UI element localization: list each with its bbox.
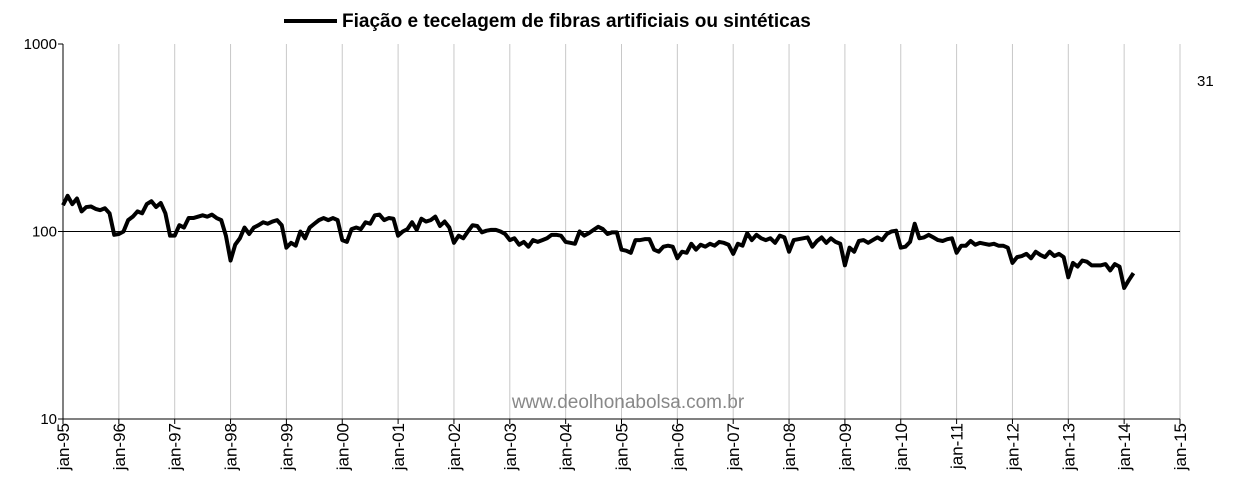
x-tick-label: jan-08: [780, 423, 799, 471]
series-line: [61, 193, 1136, 290]
x-tick-label: jan-06: [668, 423, 687, 471]
y-tick-label: 1000: [24, 36, 57, 53]
watermark: www.deolhonabolsa.com.br: [511, 392, 745, 413]
x-tick-label: jan-12: [1003, 423, 1022, 471]
y-tick-label: 10: [40, 411, 57, 428]
x-tick-label: jan-13: [1059, 423, 1078, 471]
x-tick-label: jan-99: [277, 423, 296, 471]
x-tick-label: jan-10: [892, 423, 911, 471]
x-tick-label: jan-01: [389, 423, 408, 471]
x-tick-label: jan-11: [948, 423, 967, 470]
x-tick-label: jan-15: [1171, 423, 1190, 471]
x-tick-label: jan-00: [333, 423, 352, 471]
legend-label: Fiação e tecelagem de fibras artificiais…: [342, 11, 811, 32]
x-tick-label: jan-97: [166, 423, 185, 471]
x-tick-label: jan-02: [445, 423, 464, 471]
x-tick-label: jan-03: [501, 423, 520, 471]
x-tick-label: jan-09: [836, 423, 855, 471]
x-tick-label: jan-07: [724, 423, 743, 471]
x-tick-label: jan-04: [557, 423, 576, 471]
x-tick-label: jan-95: [54, 423, 73, 471]
annotation: 31: [1197, 73, 1214, 90]
x-tick-label: jan-14: [1115, 423, 1134, 471]
x-tick-label: jan-96: [110, 423, 129, 471]
x-tick-label: jan-98: [222, 423, 241, 471]
x-tick-label: jan-05: [613, 423, 632, 471]
y-tick-label: 100: [32, 224, 57, 241]
